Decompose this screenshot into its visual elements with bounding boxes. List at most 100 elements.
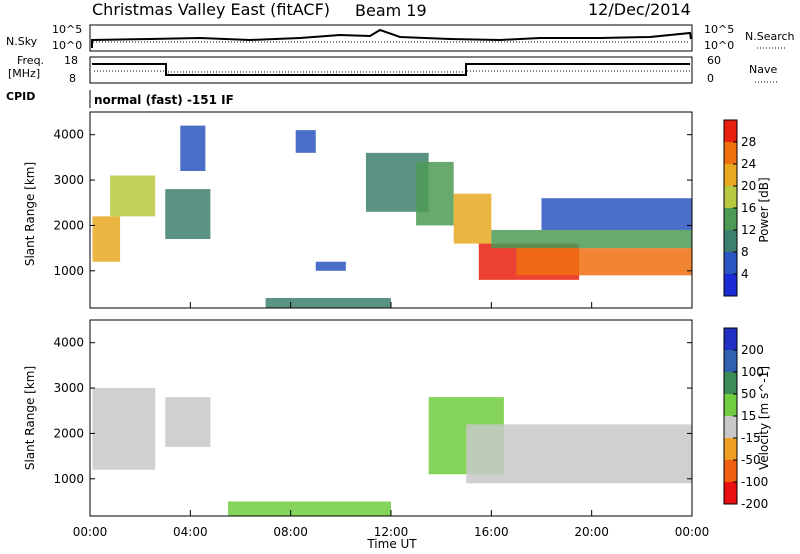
velocity-yticks: 1000 2000 3000 4000 [53, 336, 692, 486]
date-label: 12/Dec/2014 [588, 0, 691, 19]
power-colorbar-tick-label: 20 [741, 179, 756, 193]
power-marks [92, 125, 692, 308]
velocity-ylabel: Slant Range [km] [23, 366, 37, 470]
xtick-label: 20:00 [574, 525, 609, 539]
power-region [180, 125, 206, 171]
power-colorbar-swatch [724, 142, 737, 164]
chart-title: Christmas Valley East (fitACF) [92, 0, 330, 19]
velocity-region [92, 388, 156, 470]
power-ytick-label: 3000 [53, 173, 84, 187]
velocity-colorbar-tick-label: -200 [741, 497, 768, 511]
freq-left-tick-top: 18 [64, 54, 78, 67]
velocity-ytick-label: 2000 [53, 426, 84, 440]
velocity-colorbar-swatch [724, 416, 737, 438]
velocity-ytick-label: 1000 [53, 472, 84, 486]
power-ytick-label: 4000 [53, 128, 84, 142]
noise-right-label: N.Search [745, 30, 795, 43]
velocity-xticks: 00:00 04:00 08:00 12:00 16:00 20:00 00:00 [73, 302, 710, 539]
xtick-label: 00:00 [675, 525, 710, 539]
freq-right-label: Nave [749, 63, 777, 76]
xtick-label: 16:00 [474, 525, 509, 539]
freq-label-1: Freq. [17, 54, 44, 67]
velocity-colorbar-swatch [724, 482, 737, 504]
velocity-colorbar-swatch [724, 438, 737, 460]
power-region [265, 298, 391, 308]
velocity-colorbar-tick-label: -15 [741, 431, 761, 445]
velocity-region [165, 397, 211, 448]
velocity-marks [92, 388, 692, 516]
noise-panel-frame [89, 24, 693, 52]
power-colorbar-tick-label: 8 [741, 245, 749, 259]
noise-left-label: N.Sky [6, 35, 38, 48]
velocity-colorbar-tick-label: 200 [741, 343, 764, 357]
velocity-colorbar-tick-label: -100 [741, 475, 768, 489]
power-colorbar-tick-label: 24 [741, 157, 756, 171]
power-colorbar-swatch [724, 208, 737, 230]
velocity-colorbar-swatch [724, 350, 737, 372]
power-ytick-label: 1000 [53, 264, 84, 278]
freq-left-tick-bottom: 8 [69, 72, 76, 85]
power-panel: 1000 2000 3000 4000 Slant Range [km] 28 24 20… [23, 111, 771, 309]
power-region [165, 189, 211, 240]
velocity-panel: 1000 2000 3000 4000 00:00 04:00 08:00 12:00 16:… [23, 302, 771, 551]
power-region [453, 193, 492, 244]
velocity-region [466, 424, 692, 484]
freq-right-tick-bottom: 0 [707, 72, 714, 85]
power-colorbar-swatch [724, 252, 737, 274]
velocity-colorbar-swatch [724, 394, 737, 416]
power-colorbar: 28 24 20 16 12 8 4 [723, 119, 756, 297]
noise-right-tick-bottom: 10^0 [704, 39, 734, 52]
velocity-region [227, 501, 391, 516]
noise-left-tick-top: 10^5 [52, 23, 82, 36]
power-region [416, 161, 454, 226]
xtick-label: 12:00 [374, 525, 409, 539]
power-ytick-label: 2000 [53, 218, 84, 232]
power-colorbar-label: Power [dB] [757, 177, 771, 242]
freq-label-2: [MHz] [8, 67, 40, 80]
power-region [516, 248, 692, 276]
power-colorbar-swatch [724, 164, 737, 186]
velocity-ytick-label: 4000 [53, 336, 84, 350]
power-region [491, 229, 692, 249]
cpid-label: CPID [6, 90, 35, 103]
noise-right-tick-top: 10^5 [704, 23, 734, 36]
velocity-colorbar-swatch [724, 460, 737, 482]
velocity-colorbar-tick-label: -50 [741, 453, 761, 467]
beam-label: Beam 19 [355, 1, 427, 20]
power-region [541, 198, 692, 230]
freq-trace [92, 63, 690, 76]
freq-right-tick-top: 60 [707, 54, 721, 67]
power-colorbar-swatch [724, 230, 737, 252]
power-region [92, 216, 121, 262]
power-colorbar-swatch [724, 186, 737, 208]
velocity-colorbar-tick-label: 15 [741, 409, 756, 423]
power-colorbar-tick-label: 16 [741, 201, 756, 215]
noise-left-tick-bottom: 10^0 [52, 39, 82, 52]
power-region [295, 130, 316, 153]
noise-sky-trace [91, 28, 692, 48]
xtick-label: 04:00 [173, 525, 208, 539]
power-yticks: 1000 2000 3000 4000 [53, 128, 692, 278]
power-colorbar-swatch [724, 120, 737, 142]
velocity-colorbar: 200 100 50 15 -15 -50 -100 -200 [723, 327, 768, 511]
power-colorbar-tick-label: 28 [741, 135, 756, 149]
nave-trace [94, 70, 690, 73]
velocity-colorbar-label: Velocity [m s^-1] [757, 366, 771, 470]
time-axis-label: Time UT [366, 537, 417, 551]
xtick-label: 08:00 [273, 525, 308, 539]
velocity-ytick-label: 3000 [53, 381, 84, 395]
power-colorbar-swatch [724, 274, 737, 296]
velocity-colorbar-tick-label: 100 [741, 365, 764, 379]
power-region [110, 175, 156, 217]
power-colorbar-tick-label: 4 [741, 267, 749, 281]
cpid-value: normal (fast) -151 IF [94, 93, 234, 107]
xtick-label: 00:00 [73, 525, 108, 539]
velocity-colorbar-swatch [724, 372, 737, 394]
velocity-colorbar-swatch [724, 328, 737, 350]
velocity-colorbar-tick-label: 50 [741, 387, 756, 401]
power-ylabel: Slant Range [km] [23, 162, 37, 266]
freq-panel-frame [89, 56, 693, 84]
power-colorbar-tick-label: 12 [741, 223, 756, 237]
power-region [315, 261, 346, 271]
